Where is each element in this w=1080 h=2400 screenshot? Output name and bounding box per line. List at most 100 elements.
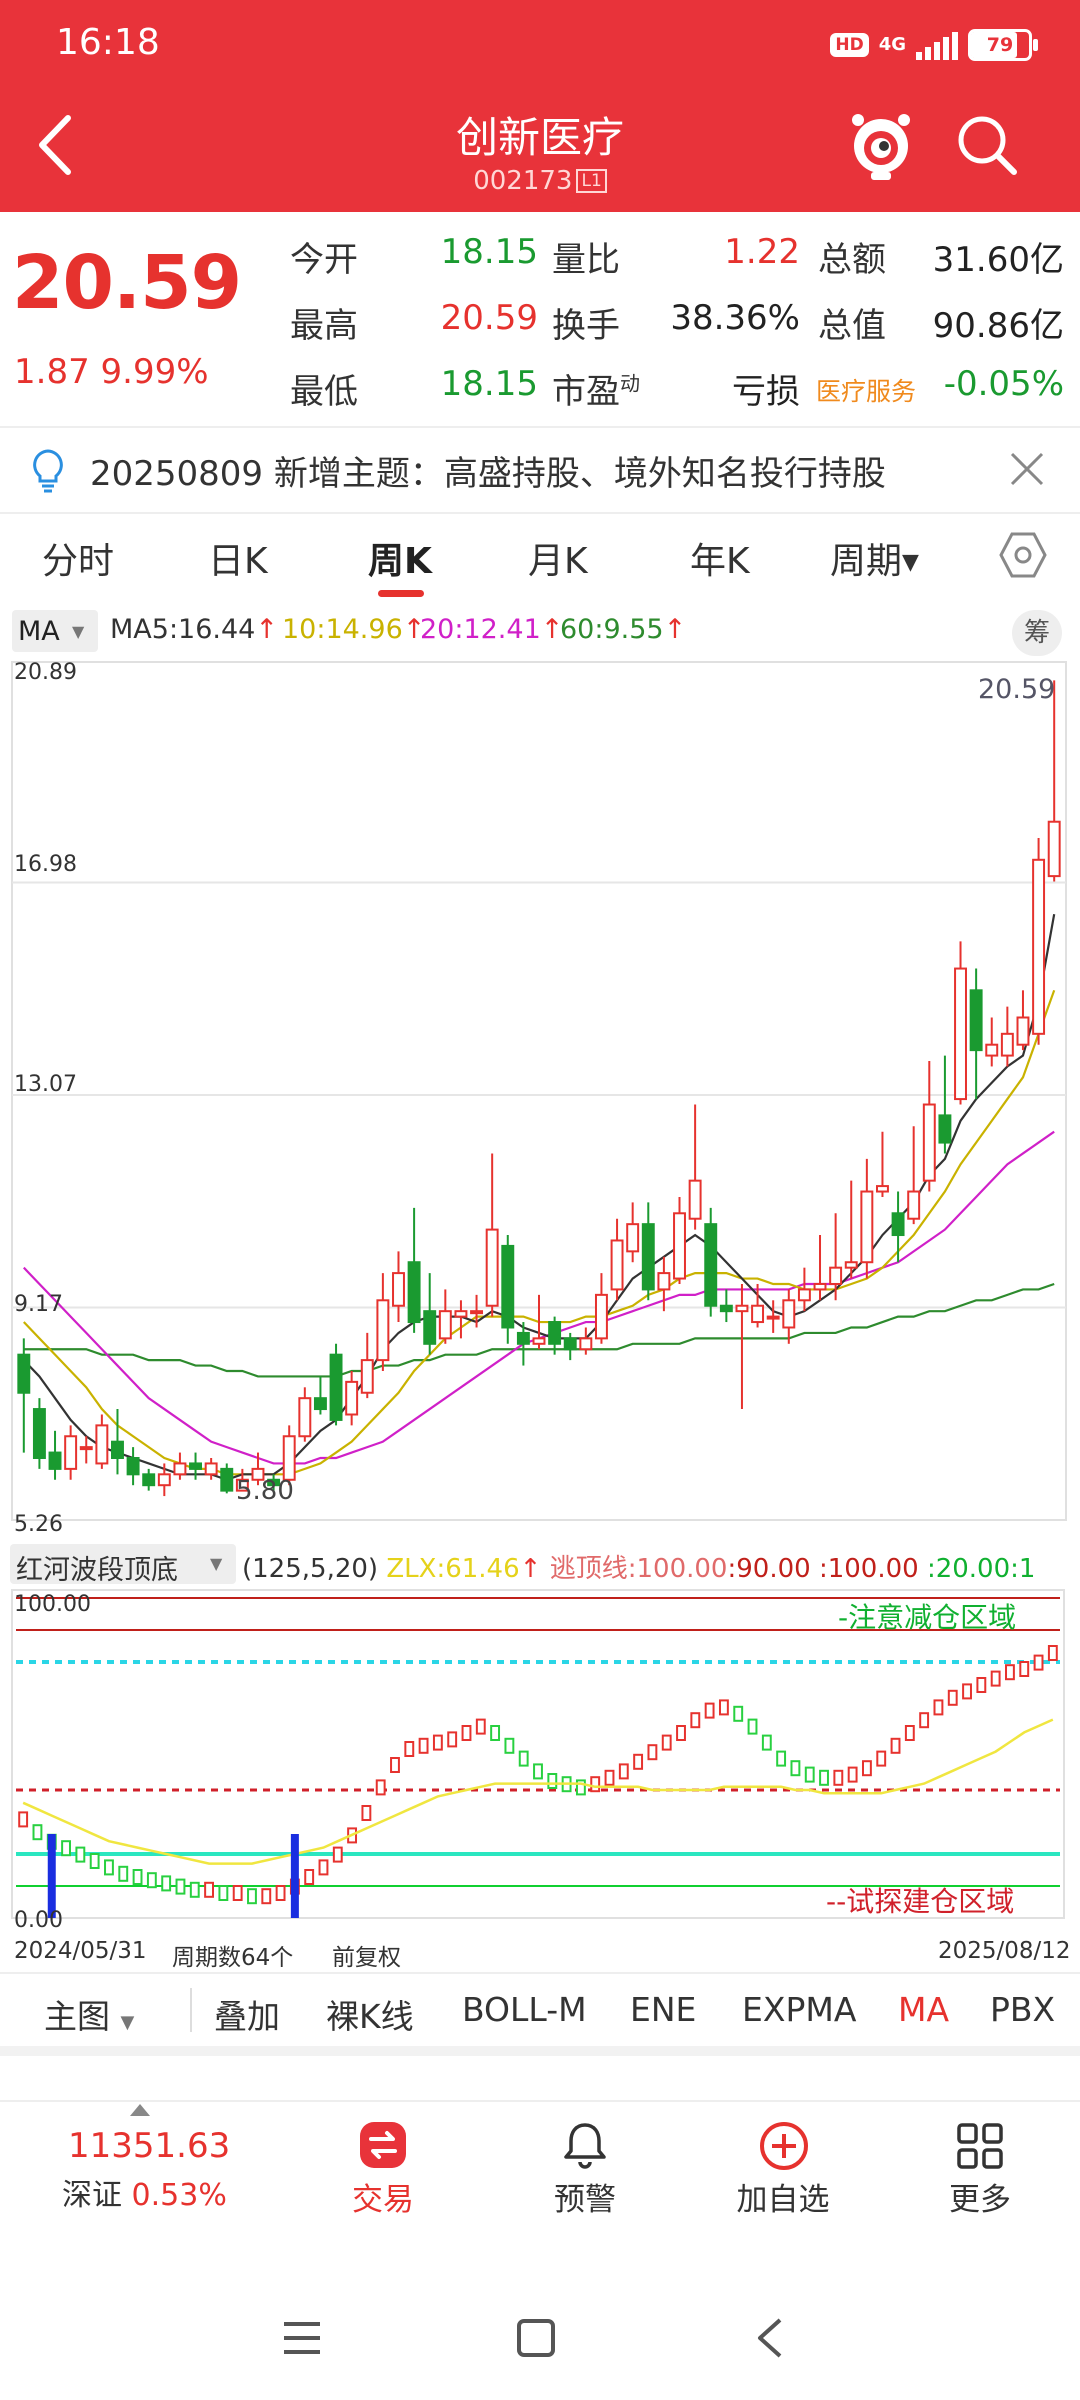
- divider: [190, 1988, 192, 2032]
- tool-ma[interactable]: MA: [898, 1990, 950, 2029]
- add-watchlist-icon[interactable]: [758, 2120, 810, 2172]
- indicator-chart[interactable]: [0, 1588, 1080, 1936]
- candle-body: [704, 1223, 718, 1307]
- turnover-rate-value: 38.36%: [670, 298, 800, 338]
- indicator-bar: [118, 1865, 129, 1882]
- candle-body: [1000, 1032, 1014, 1057]
- y-tick-3: 13.07: [14, 1072, 77, 1097]
- low-value: 18.15: [440, 364, 538, 404]
- nav-alert[interactable]: 预警: [554, 2182, 616, 2218]
- indicator-bar: [1033, 1654, 1044, 1671]
- candle-body: [157, 1473, 171, 1487]
- indicator-bar: [575, 1779, 586, 1796]
- main-chart-menu[interactable]: 主图 ▼: [44, 1990, 134, 2038]
- indicator-bottom-tick: 0.00: [14, 1908, 63, 1933]
- expand-up-icon[interactable]: [128, 2102, 152, 2118]
- tool-overlay[interactable]: 叠加: [214, 1997, 280, 2036]
- candle-body: [829, 1266, 843, 1285]
- more-grid-icon[interactable]: [956, 2122, 1004, 2170]
- escape-line-value: 逃顶线:100.00: [549, 1554, 728, 1584]
- chevron-down-icon: ▼: [72, 622, 85, 641]
- candle-body: [470, 1310, 484, 1315]
- close-icon[interactable]: [1008, 450, 1046, 488]
- low-price-marker: 5.80: [236, 1476, 294, 1506]
- candle-body: [501, 1244, 515, 1329]
- tool-ene[interactable]: ENE: [630, 1990, 697, 2029]
- tab-period[interactable]: 周期▼: [830, 532, 919, 584]
- last-price-label: 20.59: [978, 674, 1056, 705]
- candle-body: [516, 1331, 530, 1345]
- indicator-bar: [475, 1718, 486, 1735]
- indicator-bar: [1047, 1645, 1058, 1661]
- sector-link[interactable]: 医疗服务: [816, 377, 917, 406]
- candle-body: [875, 1185, 889, 1193]
- ma5-legend: MA5:16.44↑: [110, 614, 278, 645]
- system-back-icon[interactable]: [754, 2316, 786, 2360]
- mascot-icon[interactable]: [846, 104, 916, 184]
- indicator-bar: [261, 1888, 272, 1905]
- stock-code-text: 002173: [473, 166, 573, 196]
- trade-icon[interactable]: [358, 2120, 408, 2170]
- indicator-bar: [590, 1776, 601, 1793]
- candle-body: [407, 1261, 421, 1324]
- nav-trade[interactable]: 交易: [352, 2182, 414, 2218]
- system-nav-bar: [0, 2290, 1080, 2400]
- adjust-mode: 前复权: [332, 1945, 401, 1971]
- home-icon[interactable]: [516, 2318, 556, 2358]
- ma10-legend: 10:14.96↑: [282, 614, 426, 645]
- search-icon[interactable]: [956, 114, 1018, 176]
- nav-more[interactable]: 更多: [949, 2182, 1011, 2218]
- tab-daily-k[interactable]: 日K: [208, 541, 268, 582]
- tab-monthly-k[interactable]: 月K: [528, 541, 588, 582]
- tab-weekly-k[interactable]: 周K: [368, 541, 432, 582]
- menu-icon[interactable]: [282, 2318, 322, 2358]
- start-date: 2024/05/31: [14, 1938, 147, 1964]
- ma20-legend: 20:12.41↑: [420, 614, 564, 645]
- tab-yearly-k[interactable]: 年K: [690, 541, 750, 582]
- indicator-top-tick: 100.00: [14, 1592, 91, 1617]
- index-name: 深证: [62, 2178, 122, 2213]
- indicator-bar: [919, 1712, 930, 1729]
- candle-body: [220, 1467, 234, 1492]
- status-time: 16:18: [56, 22, 160, 63]
- candlestick-chart[interactable]: [0, 660, 1080, 1540]
- indicator-bar: [247, 1888, 257, 1905]
- tab-intraday[interactable]: 分时: [42, 541, 115, 582]
- candle-body: [189, 1462, 203, 1470]
- index-percent: 0.53%: [131, 2178, 227, 2213]
- bell-icon[interactable]: [560, 2120, 610, 2170]
- candle-body: [782, 1299, 796, 1329]
- indicator-bar: [747, 1718, 758, 1735]
- index-info[interactable]: 深证 0.53%: [62, 2170, 227, 2214]
- nav-add-watchlist[interactable]: 加自选: [736, 2182, 830, 2218]
- ma5-value: MA5:16.44: [110, 614, 256, 645]
- tool-pbx[interactable]: PBX: [990, 1990, 1056, 2029]
- candle-body: [1047, 820, 1061, 878]
- last-price: 20.59: [12, 240, 242, 326]
- ma5-line: [23, 913, 1056, 1481]
- candle-body: [938, 1114, 952, 1144]
- indicator-selector[interactable]: 红河波段顶底 ▼: [10, 1544, 236, 1586]
- theme-notice[interactable]: 20250809 新增主题：高盛持股、境外知名投行持股: [0, 426, 1080, 514]
- indicator-bar: [404, 1741, 415, 1757]
- tool-boll-m[interactable]: BOLL-M: [462, 1990, 587, 2029]
- ma-selector[interactable]: MA ▼: [12, 610, 98, 652]
- battery-icon: 79: [968, 29, 1038, 61]
- indicator-bar: [776, 1750, 787, 1767]
- candle-body: [32, 1408, 46, 1460]
- tool-naked-k[interactable]: 裸K线: [326, 1997, 414, 2036]
- index-value[interactable]: 11351.63: [68, 2126, 231, 2166]
- indicator-bar: [447, 1731, 458, 1748]
- candle-body: [142, 1473, 156, 1487]
- ma60-value: 60:9.55: [560, 614, 664, 645]
- candle-body: [719, 1304, 733, 1313]
- settings-hexagon-icon[interactable]: [998, 530, 1048, 580]
- price-change: 1.87 9.99%: [14, 352, 209, 392]
- back-icon[interactable]: [34, 110, 78, 180]
- indicator-bar: [275, 1885, 286, 1901]
- chip-distribution-button[interactable]: 筹: [1012, 610, 1062, 656]
- y-tick-bottom: 5.26: [14, 1512, 63, 1537]
- indicator-params: (125,5,20): [242, 1554, 379, 1584]
- indicator-bar: [132, 1869, 143, 1885]
- tool-expma[interactable]: EXPMA: [742, 1990, 857, 2029]
